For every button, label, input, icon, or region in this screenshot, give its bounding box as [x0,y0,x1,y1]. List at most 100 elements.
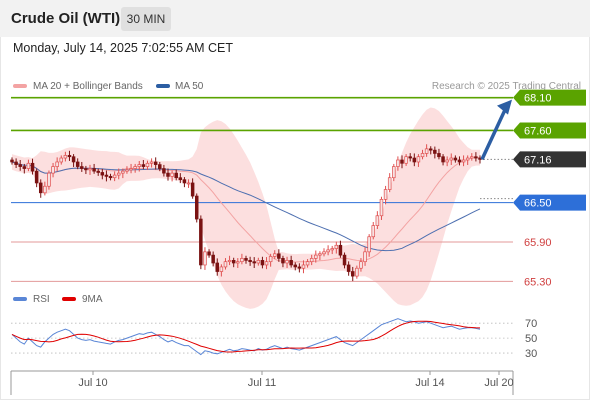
candle-body [281,258,285,264]
candle-body [449,157,454,161]
candle-body [63,155,68,159]
support-label: 65.90 [524,237,552,249]
candle-body [248,260,252,263]
candle-body [338,244,343,256]
forecast-arrow-head [497,99,512,115]
candle-body [223,261,228,268]
rsi-tick-label: 30 [525,348,537,360]
chart-header: Crude Oil (WTI) 30 MIN [0,0,590,37]
ma50-legend-label: MA 50 [175,81,204,92]
x-tick-label: Jul 11 [248,377,277,389]
candle-body [59,157,64,163]
candle-body [34,170,39,184]
bollinger-band [12,107,480,309]
candle-body [412,157,417,163]
candle-body [289,260,293,266]
candle-body [272,253,277,257]
candle-body [424,148,429,154]
candle-body [145,162,150,167]
candle-body [470,156,474,159]
candle-body [219,266,224,272]
candle-body [215,262,220,272]
candle-body [445,159,449,163]
candle-body [211,254,215,264]
candle-body [80,166,84,169]
candle-body [453,157,458,161]
candle-body [359,261,363,269]
candle-body [38,182,43,194]
candle-body [330,248,334,251]
candle-body [396,159,400,167]
candle-body [428,148,433,151]
candle-body [92,168,96,172]
candle-body [416,156,421,163]
candle-body [277,253,281,259]
candle-body [433,149,437,154]
candle-body [170,172,174,177]
candle-body [71,156,76,163]
candle-body [67,155,72,158]
candle-body [474,156,478,159]
candle-body [121,170,125,174]
candle-body [129,168,133,171]
candle-body [75,161,80,167]
candle-body [326,249,330,253]
candle-body [153,161,158,165]
candle-body [125,169,129,172]
candle-body [400,159,404,164]
candle-body [236,261,240,264]
candle-body [371,225,376,238]
ma50-legend-swatch [156,84,170,88]
candle-body [162,168,166,174]
candle-body [363,251,367,263]
candle-body [355,267,359,277]
ma-bb-legend-swatch [13,84,27,88]
candle-body [108,176,113,179]
candle-body [264,261,269,266]
rsi-legend-swatch [13,297,27,301]
candle-body [133,166,137,169]
candle-body [55,161,59,167]
candle-body [182,179,187,184]
instrument-title: Crude Oil (WTI) [11,10,121,27]
rsi-ma-legend-swatch [62,297,76,301]
candle-body [47,172,51,187]
interval-badge[interactable]: 30 MIN [121,7,171,31]
candle-body [350,271,355,277]
candle-body [285,260,289,264]
resistance-label-tag [513,122,586,139]
x-tick-label: Jul 20 [484,377,513,389]
candle-body [342,254,347,266]
candle-body [305,261,310,266]
copyright-text: Research © 2025 Trading Central [431,81,581,92]
candle-body [297,266,302,269]
candle-body [190,182,195,197]
candle-body [301,264,306,269]
candle-body [158,164,162,169]
candle-body [293,264,298,268]
rsi-ma-legend-label: 9MA [82,294,103,305]
candle-body [22,166,27,169]
candle-body [260,260,265,266]
candle-body [244,258,248,261]
candle-body [26,162,31,169]
candle-body [461,159,466,163]
candle-body [256,260,261,264]
forecast-arrow-shaft [480,106,508,161]
candle-body [10,159,14,163]
candle-body [18,164,22,167]
rsi-ma-line [11,320,481,353]
candle-body [84,168,88,171]
candle-body [178,177,183,181]
candle-body [465,157,470,161]
candle-body [166,172,170,177]
candle-body [88,168,92,171]
candle-body [104,174,109,177]
ma-bb-legend-label: MA 20 + Bollinger Bands [33,81,143,92]
resistance-label-tag [513,89,586,106]
candle-body [309,258,314,263]
candle-body [96,170,100,173]
candle-body [268,256,273,263]
candle-body [437,153,441,158]
